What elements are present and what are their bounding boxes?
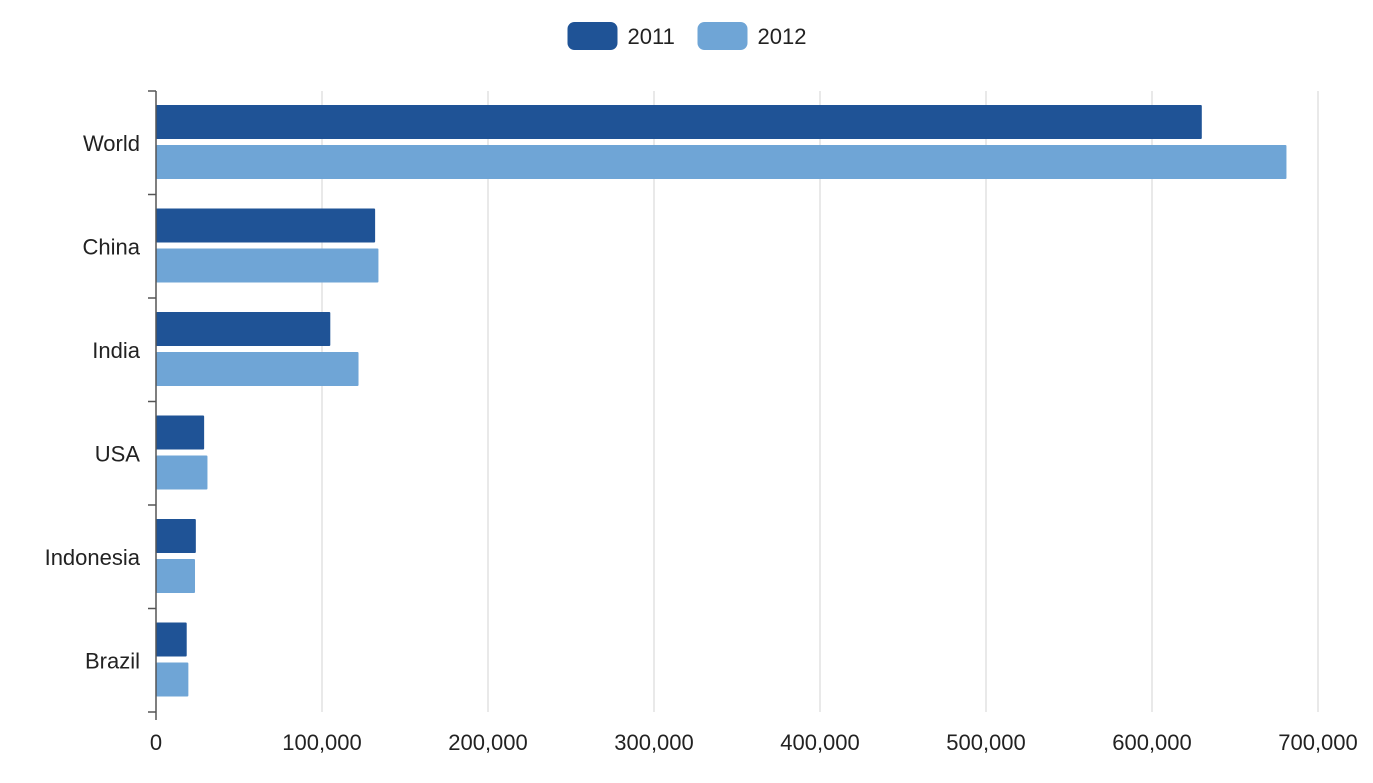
legend-item-2012[interactable]: 2012 [697,22,807,50]
x-tick-label: 300,000 [614,730,694,755]
category-label-indonesia: Indonesia [45,545,141,570]
bar-world-2011 [156,105,1202,139]
legend-item-2011[interactable]: 2011 [567,22,675,50]
x-tick-label: 700,000 [1278,730,1358,755]
x-tick-label: 200,000 [448,730,528,755]
x-tick-label: 100,000 [282,730,362,755]
bar-usa-2011 [156,415,205,450]
x-tick-label: 0 [150,730,162,755]
legend-label: 2011 [628,24,675,49]
category-label-world: World [83,131,140,156]
bar-indonesia-2012 [156,559,196,593]
legend-swatch [567,22,618,50]
bar-china-2011 [156,208,376,243]
legend-label: 2012 [758,24,807,49]
axes [148,90,157,720]
bar-brazil-2012 [156,662,189,697]
category-label-china: China [83,234,141,259]
bars [156,105,1287,697]
bar-brazil-2011 [156,622,187,657]
bar-india-2011 [156,312,331,346]
legend-swatch [697,22,748,50]
x-axis-labels: 0 100,000 200,000 300,000 400,000 500,000 600,… [150,730,1358,755]
bar-china-2012 [156,248,379,283]
category-label-india: India [92,338,140,363]
bar-india-2012 [156,352,359,386]
x-tick-label: 500,000 [946,730,1026,755]
x-tick-label: 600,000 [1112,730,1192,755]
legend: 2011 2012 [567,22,807,50]
grid-lines [321,91,1319,712]
y-axis-labels: World China India USA Indonesia Brazil [45,131,141,674]
category-label-usa: USA [95,441,141,466]
bar-world-2012 [156,145,1287,179]
bar-indonesia-2011 [156,519,196,553]
x-tick-label: 400,000 [780,730,860,755]
bar-usa-2012 [156,455,208,490]
category-label-brazil: Brazil [85,648,140,673]
